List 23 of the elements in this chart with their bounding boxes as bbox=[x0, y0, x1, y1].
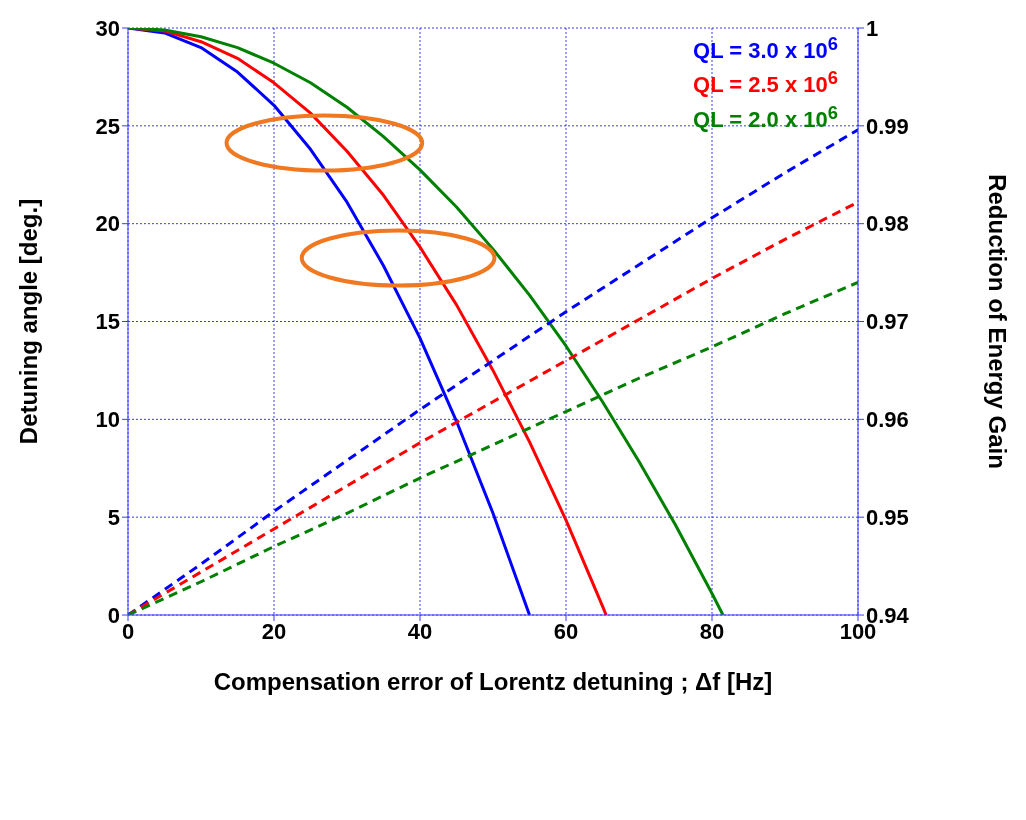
y2-tick-label: 0.96 bbox=[866, 407, 909, 433]
y-axis-title: Detuning angle [deg.] bbox=[14, 198, 42, 445]
y-tick-label: 5 bbox=[107, 504, 120, 530]
y-tick-label: 0 bbox=[107, 602, 120, 628]
y2-tick-label: 0.98 bbox=[866, 211, 909, 237]
y-tick-label: 25 bbox=[95, 113, 120, 139]
y2-tick-label: 0.95 bbox=[866, 504, 909, 530]
text: QL = 2.5 x 10$^{6}$ bbox=[693, 66, 838, 99]
y2-tick-label: 0.97 bbox=[866, 309, 909, 335]
text: QL = 3.0 x 10$^{6}$ bbox=[693, 32, 838, 65]
x-tick-label: 40 bbox=[407, 618, 433, 644]
text: QL = 2.0 x 10$^{6}$ bbox=[693, 100, 838, 133]
y-tick-label: 15 bbox=[95, 309, 120, 335]
y2-tick-label: 1 bbox=[866, 15, 879, 41]
x-tick-label: 60 bbox=[553, 618, 579, 644]
y2-axis-title: Reduction of Energy Gain bbox=[984, 174, 1012, 469]
y-tick-label: 20 bbox=[95, 211, 120, 237]
y-tick-label: 30 bbox=[95, 15, 120, 41]
x-tick-label: 80 bbox=[699, 618, 725, 644]
x-axis-title: Compensation error of Lorentz detuning ; Δf [Hz] bbox=[213, 668, 773, 696]
y2-tick-label: 0.99 bbox=[866, 113, 909, 139]
x-tick-label: 20 bbox=[261, 618, 287, 644]
y-tick-label: 10 bbox=[95, 407, 120, 433]
